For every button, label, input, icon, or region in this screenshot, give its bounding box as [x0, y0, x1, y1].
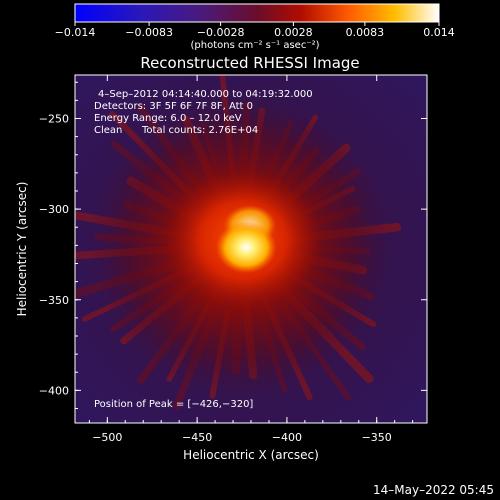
- x-axis-label: Heliocentric X (arcsec): [183, 448, 319, 462]
- colorbar-tick-label: 0.0083: [346, 26, 385, 39]
- colorbar-tick-label: 0.0028: [274, 26, 313, 39]
- colorbar: [74, 3, 440, 23]
- chart-title: Reconstructed RHESSI Image: [140, 54, 359, 72]
- colorbar-tick-label: −0.0083: [125, 26, 173, 39]
- total-counts-label: Total counts: 2.76E+04: [141, 125, 258, 136]
- colorbar-unit: (photons cm⁻² s⁻¹ asec⁻²): [190, 40, 319, 51]
- y-tick-label: −400: [39, 384, 69, 397]
- colorbar-ticks: −0.014 −0.0083 −0.0028 0.0028 0.0083 0.014: [55, 22, 455, 39]
- x-tick-label: −500: [92, 431, 122, 444]
- peak-position-label: Position of Peak = [−426,−320]: [94, 399, 253, 410]
- y-tick-label: −350: [39, 294, 69, 307]
- y-tick-label: −300: [39, 203, 69, 216]
- timestamp: 14–May–2022 05:45: [373, 483, 494, 497]
- y-tick-label: −250: [39, 113, 69, 126]
- heatmap-image: [75, 75, 427, 423]
- x-tick-label: −400: [272, 431, 302, 444]
- colorbar-tick-label: 0.014: [423, 26, 455, 39]
- colorbar-tick-label: −0.0028: [197, 26, 245, 39]
- x-tick-label: −350: [362, 431, 392, 444]
- y-axis-label: Heliocentric Y (arcsec): [15, 182, 29, 317]
- detectors-label: Detectors: 3F 5F 6F 7F 8F, Att 0: [94, 101, 253, 112]
- y-axis-ticks: −250 −300 −350 −400: [39, 81, 427, 409]
- colorbar-tick-label: −0.014: [55, 26, 96, 39]
- x-tick-label: −450: [182, 431, 212, 444]
- algorithm-label: Clean: [94, 125, 122, 136]
- time-range-label: 4–Sep–2012 04:14:40.000 to 04:19:32.000: [98, 89, 313, 100]
- energy-range-label: Energy Range: 6.0 – 12.0 keV: [94, 113, 242, 124]
- x-axis-ticks: −500 −450 −400 −350: [88, 75, 414, 444]
